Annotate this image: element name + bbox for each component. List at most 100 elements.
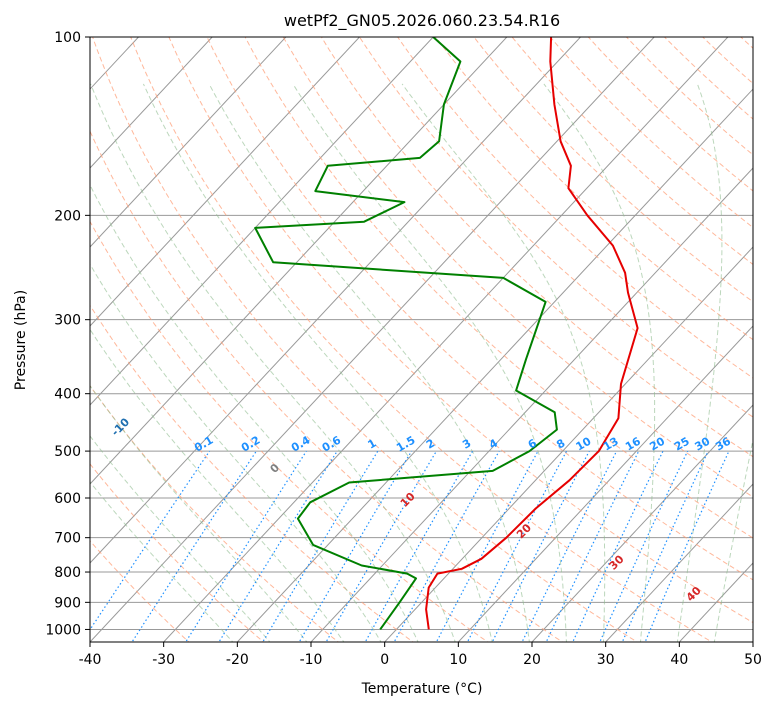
x-axis-title: Temperature (°C) [361, 681, 483, 697]
isotherm-line [383, 246, 753, 642]
mixing-ratio-line [572, 450, 664, 642]
isotherm-line [310, 167, 753, 642]
x-tick-label: 10 [449, 652, 467, 668]
moist-adiabat-line [292, 83, 567, 642]
isotherm-line [457, 325, 753, 642]
y-tick-label: 900 [54, 595, 81, 611]
moist-adiabat-line [90, 435, 271, 642]
y-tick-label: 500 [54, 444, 81, 460]
isotherm-line [752, 641, 753, 642]
mixing-ratio-line [435, 450, 539, 642]
isotherm-line [90, 37, 508, 485]
dry-adiabat-line [435, 37, 753, 341]
mixing-ratio-line [185, 450, 307, 642]
x-tick-label: -30 [152, 652, 175, 668]
x-tick-label: 0 [380, 652, 389, 668]
dry-adiabat-line [764, 24, 775, 645]
dry-adiabat-line [92, 37, 638, 642]
dry-adiabat-line [90, 220, 489, 642]
chart-title: wetPf2_GN05.2026.060.23.54.R16 [284, 11, 560, 31]
mixing-ratio-line [131, 450, 257, 642]
isopleth-labels: 0.10.20.40.611.52346810131620253036-100-… [109, 415, 733, 604]
dry-adiabat-line [90, 384, 340, 642]
mixing-ratio-label: 4 [487, 436, 500, 451]
x-tick-label: 20 [523, 652, 541, 668]
y-tick-label: 1000 [45, 622, 81, 638]
mixing-ratio-line [90, 450, 211, 631]
dry-adiabat-label: -10 [109, 415, 132, 438]
moist-adiabat-line [90, 263, 382, 642]
y-tick-label: 300 [54, 313, 81, 329]
dry-adiabat-line [663, 37, 753, 120]
dry-adiabat-line [206, 37, 753, 581]
x-tick-label: 50 [744, 652, 762, 668]
dry-adiabat-line [473, 37, 753, 303]
dry-adiabat-line [320, 37, 753, 458]
moist-adiabat-line [90, 183, 419, 642]
axes: -40 -30 -20 -10 0 10 20 30 40 5010009008007006005… [45, 30, 762, 668]
x-tick-label: -10 [300, 652, 323, 668]
dry-adiabat-line [358, 37, 753, 418]
isotherm-line [90, 37, 434, 406]
isotherm-line [90, 37, 361, 327]
dry-adiabat-line [549, 37, 753, 229]
dry-adiabat-line [396, 37, 753, 379]
y-tick-label: 700 [54, 531, 81, 547]
x-tick-label: -20 [226, 652, 249, 668]
mixing-ratio-line [466, 450, 568, 642]
dry-adiabat-line [168, 37, 753, 624]
isotherm-line [90, 37, 582, 564]
x-tick-label: 30 [597, 652, 615, 668]
moist-adiabat-label: 0 [268, 461, 283, 476]
background-lines [90, 24, 775, 645]
isotherm-line [90, 37, 287, 248]
y-axis-title: Pressure (hPa) [13, 290, 29, 390]
moist-adiabat-label: 30 [607, 552, 627, 572]
x-tick-label: -40 [79, 652, 102, 668]
y-tick-label: 100 [54, 30, 81, 46]
plot-frame [89, 36, 754, 643]
x-tick-label: 40 [670, 652, 688, 668]
isotherm-line [604, 483, 753, 642]
y-tick-label: 200 [54, 208, 81, 224]
y-tick-label: 800 [54, 565, 81, 581]
dry-adiabat-line [90, 304, 414, 642]
mixing-ratio-label: 2 [424, 437, 437, 452]
isotherm-line [90, 37, 655, 642]
isotherm-line [162, 37, 729, 642]
isotherm-line [90, 37, 213, 169]
dry-adiabat-line [90, 130, 564, 642]
mixing-ratio-line [644, 450, 730, 642]
mixing-ratio-line [218, 450, 338, 642]
dry-adiabat-line [90, 463, 265, 642]
dry-adiabat-line [282, 37, 753, 498]
moist-adiabat-line [90, 83, 456, 642]
mixing-ratio-label: 1 [366, 437, 379, 452]
dry-adiabat-line [130, 37, 713, 642]
temperature-profile-line [425, 37, 639, 630]
isotherm-line [236, 88, 753, 642]
dry-adiabat-line [244, 37, 753, 539]
dewpoint-profile-line [254, 37, 558, 630]
mixing-ratio-line [599, 450, 689, 642]
mixing-ratio-label: 8 [554, 437, 567, 452]
mixing-ratio-line [491, 450, 590, 642]
moist-adiabat-line [543, 83, 656, 642]
moist-adiabat-line [90, 481, 234, 642]
moist-adiabat-line [142, 83, 493, 642]
moist-adiabat-line [676, 83, 723, 642]
moist-adiabat-line [208, 83, 530, 642]
sounding-profiles [254, 37, 639, 630]
moist-adiabat-label: 10 [398, 490, 418, 510]
moist-adiabat-label: 20 [514, 521, 534, 541]
moist-adiabat-line [90, 328, 345, 642]
moist-adiabat-line [90, 384, 308, 642]
isotherm-line [531, 404, 753, 642]
dry-adiabat-line [701, 37, 753, 85]
mixing-ratio-line [298, 450, 413, 642]
y-tick-label: 600 [54, 491, 81, 507]
moist-adiabat-line [401, 83, 606, 642]
moist-adiabat-label: 40 [684, 584, 704, 604]
y-tick-label: 400 [54, 387, 81, 403]
